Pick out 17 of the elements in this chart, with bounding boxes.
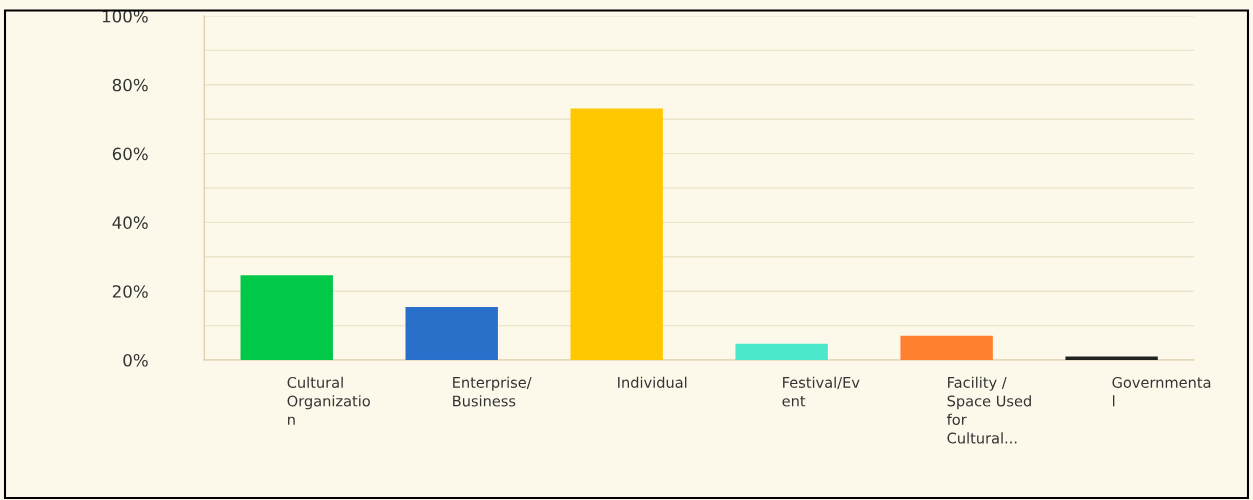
- x-tick-label: Festival/Ev ent: [782, 376, 860, 407]
- bar: [570, 108, 663, 360]
- x-tick-label: Individual: [618, 376, 687, 388]
- y-tick-label: 20%: [112, 285, 148, 298]
- y-tick-label: 60%: [112, 147, 148, 161]
- y-tick-label: 0%: [123, 353, 148, 367]
- x-tick-label: Facility / Space Used for Cultural...: [946, 376, 1031, 444]
- y-tick-label: 80%: [112, 78, 148, 92]
- x-tick-label: Cultural Organizatio n: [287, 376, 370, 425]
- bar: [240, 275, 333, 360]
- x-tick-label: Governmenta l: [1112, 376, 1211, 407]
- x-tick-label: Enterprise/ Business: [453, 376, 532, 407]
- bar: [900, 335, 993, 360]
- y-tick-label: 40%: [112, 216, 148, 229]
- bar: [405, 306, 498, 360]
- bar: [1065, 356, 1158, 360]
- bar: [735, 343, 828, 360]
